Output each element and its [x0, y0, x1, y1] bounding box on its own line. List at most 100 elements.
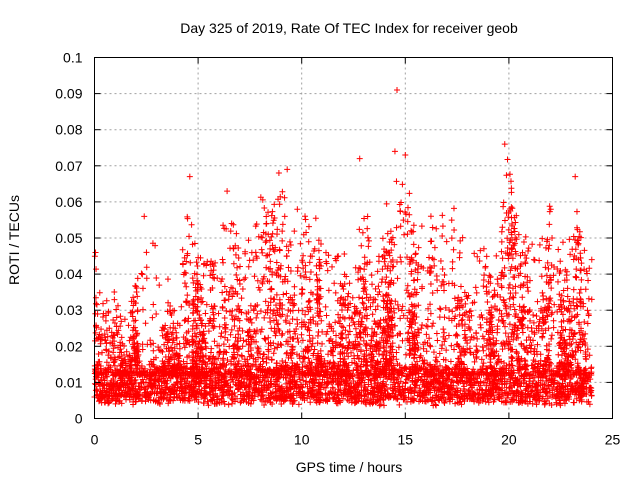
data-point — [487, 318, 494, 325]
data-point — [133, 388, 140, 395]
data-point — [412, 385, 419, 392]
data-point — [364, 225, 371, 232]
data-point — [570, 233, 577, 240]
data-point — [513, 377, 520, 384]
data-point — [570, 370, 577, 377]
data-point — [204, 398, 211, 405]
data-point — [113, 314, 120, 321]
data-point — [281, 213, 288, 220]
data-point — [579, 380, 586, 387]
data-point — [294, 320, 301, 327]
data-point — [327, 388, 334, 395]
data-point — [453, 385, 460, 392]
data-point — [383, 274, 390, 281]
data-point — [250, 307, 257, 314]
data-point — [585, 295, 592, 302]
data-point — [575, 367, 582, 374]
data-point — [103, 297, 110, 304]
data-point — [456, 249, 463, 256]
data-point — [329, 263, 336, 270]
data-point — [541, 401, 548, 408]
data-point — [466, 378, 473, 385]
data-point — [451, 369, 458, 376]
data-point — [182, 385, 189, 392]
data-point — [284, 313, 291, 320]
data-point — [311, 346, 318, 353]
data-point — [263, 213, 270, 220]
data-point — [516, 380, 523, 387]
data-point — [318, 317, 325, 324]
data-point — [232, 334, 239, 341]
data-point — [224, 382, 231, 389]
data-point — [576, 370, 583, 377]
data-point — [332, 389, 339, 396]
data-point — [103, 347, 110, 354]
data-point — [557, 335, 564, 342]
data-point — [523, 255, 530, 262]
data-point — [449, 280, 456, 287]
data-point — [538, 273, 545, 280]
data-point — [538, 325, 545, 332]
data-point — [257, 361, 264, 368]
data-point — [130, 394, 137, 401]
data-point — [331, 280, 338, 287]
data-point — [465, 313, 472, 320]
data-point — [306, 332, 313, 339]
data-point — [197, 350, 204, 357]
data-point — [583, 356, 590, 363]
data-point — [324, 397, 331, 404]
data-point — [233, 271, 240, 278]
data-point — [390, 394, 397, 401]
data-point — [381, 383, 388, 390]
data-point — [427, 301, 434, 308]
data-point — [376, 288, 383, 295]
data-point — [265, 209, 272, 216]
data-point — [143, 264, 150, 271]
data-point — [558, 292, 565, 299]
data-point — [335, 311, 342, 318]
data-point — [433, 354, 440, 361]
data-point — [331, 394, 338, 401]
data-point — [524, 369, 531, 376]
data-point — [438, 282, 445, 289]
data-point — [151, 377, 158, 384]
data-point — [404, 231, 411, 238]
data-point — [433, 330, 440, 337]
data-point — [105, 362, 112, 369]
data-point — [143, 249, 150, 256]
data-point — [324, 380, 331, 387]
data-point — [479, 394, 486, 401]
data-point — [443, 370, 450, 377]
data-point — [184, 368, 191, 375]
data-point — [273, 397, 280, 404]
data-point — [430, 349, 437, 356]
data-point — [482, 263, 489, 270]
data-point — [368, 383, 375, 390]
data-point — [201, 387, 208, 394]
data-point — [543, 385, 550, 392]
data-point — [447, 394, 454, 401]
data-point — [215, 310, 222, 317]
data-point — [286, 371, 293, 378]
data-point — [519, 364, 526, 371]
data-point — [490, 293, 497, 300]
data-point — [107, 383, 114, 390]
data-point — [228, 391, 235, 398]
data-point — [530, 312, 537, 319]
data-point — [265, 302, 272, 309]
data-point — [546, 372, 553, 379]
data-point — [569, 246, 576, 253]
data-point — [152, 242, 159, 249]
data-point — [336, 320, 343, 327]
data-point — [403, 373, 410, 380]
data-point — [453, 323, 460, 330]
data-point — [287, 268, 294, 275]
data-point — [512, 289, 519, 296]
data-point — [203, 301, 210, 308]
data-point — [212, 400, 219, 407]
data-point — [571, 399, 578, 406]
data-point — [178, 303, 185, 310]
data-point — [164, 392, 171, 399]
data-point — [100, 381, 107, 388]
data-point — [513, 236, 520, 243]
